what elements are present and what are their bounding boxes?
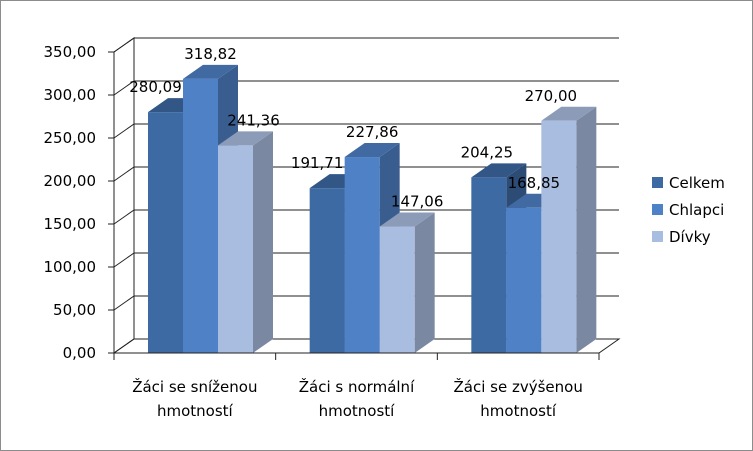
gridline (113, 123, 619, 139)
legend-item: Dívky (652, 223, 747, 250)
x-tick-label: Žáci s normální hmotností (299, 377, 415, 420)
bar (218, 131, 273, 353)
bar-front (309, 188, 345, 353)
data-label: 318,82 (184, 45, 237, 63)
bar-front (344, 157, 380, 353)
legend-swatch (652, 177, 663, 188)
gridline (113, 252, 619, 268)
bar-front (148, 112, 183, 354)
data-label: 147,06 (391, 193, 444, 211)
legend-swatch (652, 204, 663, 215)
bar-top (541, 106, 597, 121)
data-label: 280,09 (129, 78, 182, 96)
data-label: 241,36 (227, 111, 280, 129)
bar-front (183, 78, 218, 354)
y-tick-label: 0,00 (63, 344, 96, 362)
data-label: 168,85 (508, 174, 561, 192)
data-label: 270,00 (525, 87, 578, 105)
legend-label: Celkem (669, 173, 725, 192)
bar-side (414, 212, 435, 353)
legend-item: Chlapci (652, 196, 747, 223)
bar-top (218, 131, 273, 146)
gridline (113, 80, 619, 96)
data-label: 204,25 (461, 143, 514, 161)
data-label: 227,86 (346, 123, 399, 141)
bar-top (344, 143, 400, 158)
y-tick-label: 150,00 (44, 215, 97, 233)
bar (344, 143, 400, 353)
x-tick-label: Žáci se sníženou hmotností (132, 377, 257, 420)
legend-swatch (652, 231, 663, 242)
x-tick-label: Žáci se zvýšenou hmotností (454, 377, 583, 420)
gridline (113, 209, 619, 225)
bar-front (471, 177, 507, 353)
y-tick-label: 300,00 (44, 86, 97, 104)
legend-label: Chlapci (669, 200, 725, 219)
gridline (113, 37, 619, 53)
bar-top (471, 163, 527, 178)
data-label: 191,71 (291, 154, 344, 172)
bar-top (379, 212, 435, 227)
legend-item: Celkem (652, 169, 747, 196)
y-tick-label: 350,00 (44, 43, 97, 61)
legend-label: Dívky (669, 227, 711, 246)
bar-front (541, 120, 577, 353)
legend: Celkem Chlapci Dívky (652, 169, 747, 250)
plot-area: 0,00 50,00 100,00 150,00 200,00 250,00 300,00 3… (44, 37, 621, 420)
bar-front (506, 207, 542, 353)
gridline (113, 338, 619, 354)
bar-front (379, 226, 415, 353)
y-tick-label: 250,00 (44, 129, 97, 147)
bar-side (576, 106, 597, 353)
bar (541, 106, 597, 353)
gridline (113, 166, 619, 182)
bar (379, 212, 435, 353)
y-tick-label: 100,00 (44, 258, 97, 276)
y-tick-label: 50,00 (53, 301, 96, 319)
bar-front (218, 145, 253, 353)
y-tick-label: 200,00 (44, 172, 97, 190)
gridline (113, 295, 619, 311)
bar-side (253, 131, 273, 353)
bar-top (183, 64, 238, 79)
